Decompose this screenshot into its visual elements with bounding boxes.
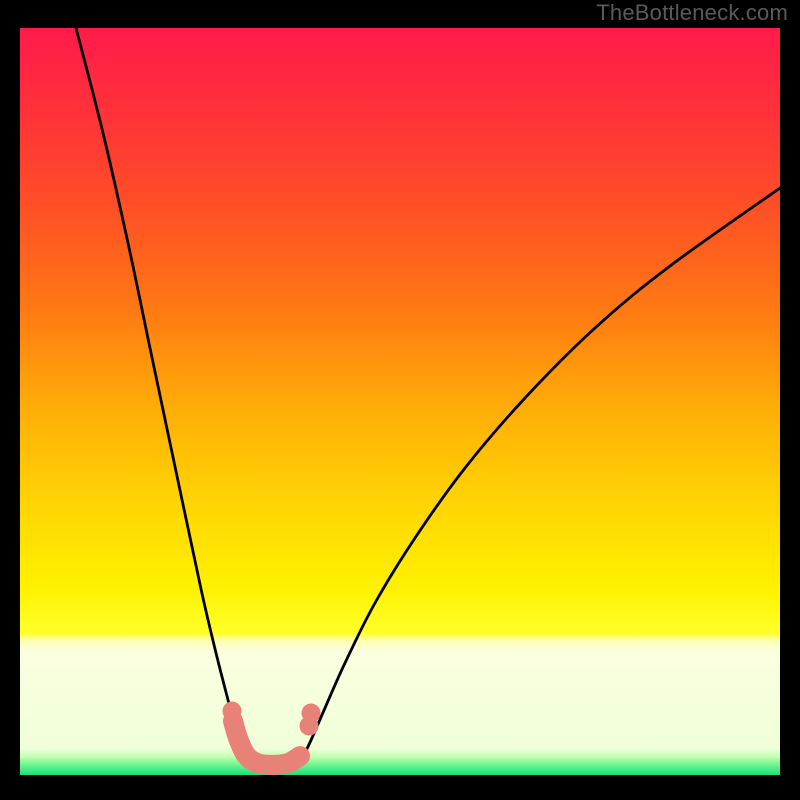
plot-svg [20,28,780,775]
gradient-background [20,28,780,775]
valley-marker-dot [226,719,245,738]
plot-area [20,28,780,775]
valley-marker-dot [302,704,321,723]
valley-marker-dot [223,702,242,721]
watermark-text: TheBottleneck.com [596,0,788,26]
